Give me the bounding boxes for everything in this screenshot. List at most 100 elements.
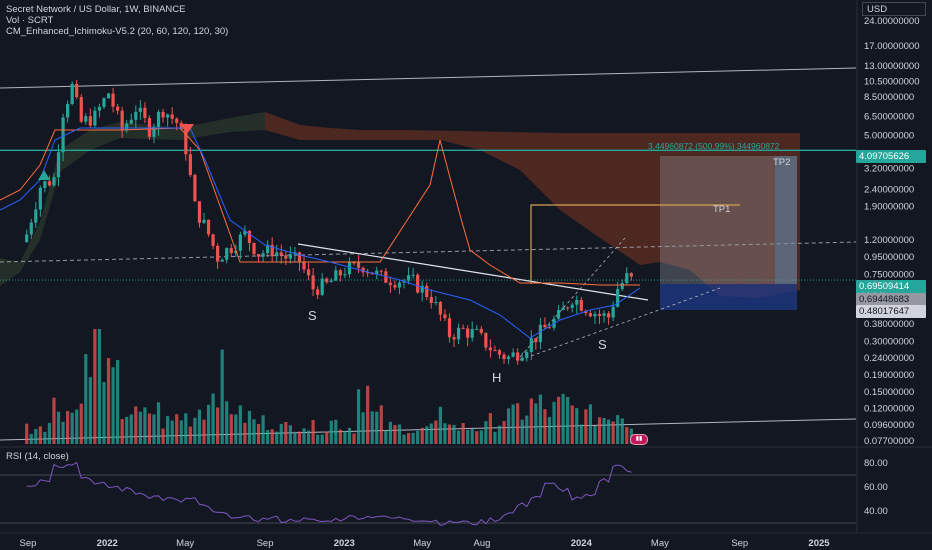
tp2-label: TP2 [773, 157, 790, 168]
candle-body [516, 352, 520, 361]
volume-bar [370, 411, 374, 444]
volume-bar [506, 408, 511, 444]
volume-bar [138, 411, 142, 444]
candle-body [247, 230, 252, 243]
volume-legend[interactable]: Vol · SCRT [6, 15, 54, 26]
candle-body [111, 93, 115, 107]
candle-body [506, 356, 511, 360]
candle-body [547, 327, 552, 329]
volume-bar [352, 433, 356, 444]
candle-body [356, 262, 361, 268]
candle-body [534, 338, 538, 343]
volume-bar [570, 405, 574, 444]
volume-bar [375, 411, 379, 444]
candle-body [352, 262, 356, 264]
target-box-edge [775, 156, 797, 284]
candle-body [520, 357, 524, 361]
price-axis-tick: 2.40000000 [864, 184, 914, 195]
candle-body [543, 324, 547, 328]
candle-body [588, 313, 593, 317]
volume-bar [152, 414, 156, 444]
volume-bar [129, 414, 133, 444]
symbol-title[interactable]: Secret Network / US Dollar, 1W, BINANCE [6, 4, 186, 15]
volume-bar [416, 430, 420, 444]
volume-bar [97, 329, 102, 444]
volume-bar [293, 431, 297, 444]
candle-body [584, 310, 588, 314]
volume-bar [125, 416, 129, 444]
volume-bar [393, 425, 397, 444]
candle-body [152, 126, 156, 137]
candle-body [56, 152, 61, 178]
candle-body [134, 111, 138, 120]
rsi-legend[interactable]: RSI (14, close) [6, 451, 69, 462]
volume-bar [525, 415, 529, 444]
candle-body [488, 347, 492, 351]
price-axis-tick: 0.38000000 [864, 319, 914, 330]
candle-body [188, 154, 192, 175]
candle-body [29, 222, 33, 235]
volume-bar [397, 424, 402, 444]
candle-body [566, 307, 570, 309]
volume-bar [547, 417, 552, 444]
volume-bar [66, 411, 70, 444]
volume-bar [520, 419, 524, 444]
candle-body [129, 119, 133, 124]
candle-body [629, 273, 633, 277]
candle-body [238, 234, 242, 251]
volume-bar [511, 404, 515, 444]
volume-bar [620, 418, 624, 444]
volume-bar [120, 419, 124, 444]
volume-bar [88, 377, 92, 444]
volume-bar [484, 421, 488, 444]
volume-badge-icon: ▮▮ [630, 434, 648, 445]
indicator-legend[interactable]: CM_Enhanced_Ichimoku-V5.2 (20, 60, 120, … [6, 26, 229, 37]
candle-body [466, 328, 470, 338]
volume-bar [438, 406, 442, 444]
candle-body [43, 181, 47, 188]
volume-bar [156, 402, 161, 444]
volume-bar [611, 421, 615, 444]
candle-body [616, 289, 620, 307]
candle-body [161, 111, 165, 118]
tp1-label: TP1 [713, 204, 730, 215]
candle-body [438, 302, 442, 315]
price-axis-tick: 0.95000000 [864, 252, 914, 263]
volume-bar [302, 428, 306, 444]
tenkan-line [0, 127, 641, 339]
candle-body [525, 351, 529, 358]
candle-body [620, 283, 624, 290]
candle-body [266, 244, 270, 254]
time-axis-tick: May [651, 538, 669, 549]
volume-bar [575, 408, 579, 444]
currency-selector[interactable]: USD [862, 2, 926, 16]
candle-body [434, 302, 438, 304]
candle-body [79, 97, 83, 122]
candle-body [479, 328, 483, 333]
volume-bar [447, 424, 452, 444]
volume-bar [134, 406, 138, 444]
candle-body [275, 252, 279, 257]
volume-bar [516, 403, 520, 444]
rsi-line [26, 461, 632, 526]
price-axis-tick: 1.90000000 [864, 202, 914, 213]
candle-body [556, 310, 561, 319]
volume-bar [166, 416, 170, 444]
rsi-axis-tick: 60.00 [864, 482, 888, 493]
candle-body [497, 350, 502, 355]
volume-bar [602, 417, 606, 444]
volume-bar [329, 420, 333, 444]
volume-bar [288, 425, 292, 444]
volume-bar [175, 414, 179, 444]
candle-body [316, 289, 320, 295]
volume-bar [552, 401, 556, 444]
candle-body [25, 234, 29, 242]
candle-body [406, 275, 411, 281]
shoulder-right-label: S [598, 337, 607, 352]
volume-bar [429, 423, 433, 444]
candle-body [66, 104, 70, 118]
chart-legend: Secret Network / US Dollar, 1W, BINANCE … [6, 4, 228, 37]
volume-bar [238, 405, 242, 444]
volume-bar [170, 420, 174, 444]
candle-body [329, 280, 333, 283]
